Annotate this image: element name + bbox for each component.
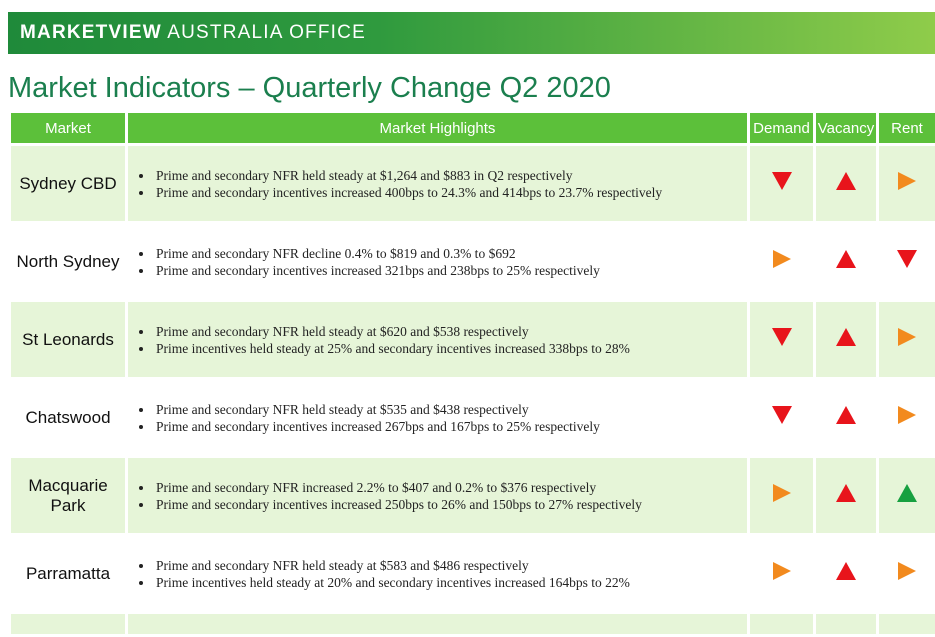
demand-indicator-cell [750,224,813,299]
demand-indicator-cell [750,536,813,611]
highlight-item: Prime and secondary incentives increased… [154,496,741,513]
highlight-item: Prime and secondary NFR held steady at $… [154,401,741,418]
rent-right-orange-arrow-icon [898,562,916,580]
highlights-list: Prime and secondary NFR increased 2.2% t… [128,479,747,513]
highlights-list: Prime and secondary NFR held steady at $… [128,401,747,435]
rent-indicator-cell [879,536,935,611]
col-header-highlights: Market Highlights [128,113,747,143]
table-row: North Sydney Prime and secondary NFR decl… [11,224,935,299]
demand-right-orange-arrow-icon [772,562,791,580]
vacancy-up-red-arrow-icon [836,328,856,346]
table-row: Chatswood Prime and secondary NFR held st… [11,380,935,455]
rent-down-red-arrow-icon [897,250,917,268]
vacancy-indicator-cell [816,380,876,455]
market-name: St Leonards [11,302,125,377]
demand-indicator-cell [750,458,813,533]
demand-right-orange-arrow-icon [772,250,791,268]
rent-right-orange-arrow-icon [898,328,916,346]
banner-brand: MARKETVIEW [20,22,162,43]
rent-up-green-arrow-icon [897,484,917,502]
market-name: Parramatta [25,563,111,583]
highlight-item: Prime incentives held steady at 25% and … [154,340,741,357]
partial-cell [11,614,125,634]
demand-down-red-arrow-icon [771,406,792,424]
highlight-item: Prime and secondary NFR decline 0.4% to … [154,245,741,262]
vacancy-indicator-cell [816,224,876,299]
demand-down-red-arrow-icon [771,172,792,190]
vacancy-up-red-arrow-icon [836,172,856,190]
market-highlights: Prime and secondary NFR held steady at $… [128,146,747,221]
rent-indicator-cell [879,146,935,221]
partial-cell [128,614,747,634]
vacancy-indicator-cell [816,302,876,377]
vacancy-up-red-arrow-icon [836,484,856,502]
partial-cell [816,614,876,634]
table-row: Sydney CBD Prime and secondary NFR held s… [11,146,935,221]
partial-cell [750,614,813,634]
vacancy-indicator-cell [816,458,876,533]
vacancy-indicator-cell [816,146,876,221]
demand-indicator-cell [750,380,813,455]
col-header-vacancy: Vacancy [816,113,876,143]
demand-indicator-cell [750,146,813,221]
highlight-item: Prime and secondary NFR held steady at $… [154,323,741,340]
highlights-list: Prime and secondary NFR held steady at $… [128,557,747,591]
market-name: Macquarie Park [11,458,125,533]
col-header-market: Market [11,113,125,143]
demand-right-orange-arrow-icon [772,484,791,502]
market-highlights: Prime and secondary NFR held steady at $… [128,302,747,377]
highlight-item: Prime and secondary incentives increased… [154,184,741,201]
highlight-item: Prime and secondary incentives increased… [154,262,741,279]
vacancy-indicator-cell [816,536,876,611]
vacancy-up-red-arrow-icon [836,406,856,424]
indicators-table: Market Market Highlights Demand Vacancy … [8,110,935,637]
market-highlights: Prime and secondary NFR increased 2.2% t… [128,458,747,533]
vacancy-up-red-arrow-icon [836,250,856,268]
highlights-list: Prime and secondary NFR held steady at $… [128,323,747,357]
banner-title: MARKETVIEW AUSTRALIA OFFICE [20,22,366,44]
table-header-row: Market Market Highlights Demand Vacancy … [11,113,935,143]
table-row: Macquarie Park Prime and secondary NFR in… [11,458,935,533]
table-body: Sydney CBD Prime and secondary NFR held s… [11,146,935,634]
table-row-partial [11,614,935,634]
demand-down-red-arrow-icon [771,328,792,346]
vacancy-up-red-arrow-icon [836,562,856,580]
rent-indicator-cell [879,458,935,533]
rent-right-orange-arrow-icon [898,172,916,190]
market-name: Chatswood [25,407,111,427]
highlight-item: Prime and secondary NFR held steady at $… [154,557,741,574]
highlights-list: Prime and secondary NFR held steady at $… [128,167,747,201]
partial-cell [879,614,935,634]
highlights-list: Prime and secondary NFR decline 0.4% to … [128,245,747,279]
market-name: North Sydney [16,251,120,271]
market-name: Sydney CBD [11,146,125,221]
highlight-item: Prime and secondary incentives increased… [154,418,741,435]
banner-subtitle: AUSTRALIA OFFICE [167,22,366,43]
demand-indicator-cell [750,302,813,377]
rent-indicator-cell [879,224,935,299]
rent-right-orange-arrow-icon [898,406,916,424]
table-row: Parramatta Prime and secondary NFR held s… [11,536,935,611]
col-header-demand: Demand [750,113,813,143]
market-highlights: Prime and secondary NFR decline 0.4% to … [128,224,747,299]
col-header-rent: Rent [879,113,935,143]
table-row: St Leonards Prime and secondary NFR held … [11,302,935,377]
highlight-item: Prime incentives held steady at 20% and … [154,574,741,591]
page-title: Market Indicators – Quarterly Change Q2 … [8,72,611,104]
rent-indicator-cell [879,302,935,377]
highlight-item: Prime and secondary NFR held steady at $… [154,167,741,184]
highlight-item: Prime and secondary NFR increased 2.2% t… [154,479,741,496]
market-highlights: Prime and secondary NFR held steady at $… [128,536,747,611]
header-banner: MARKETVIEW AUSTRALIA OFFICE [8,12,935,54]
market-highlights: Prime and secondary NFR held steady at $… [128,380,747,455]
rent-indicator-cell [879,380,935,455]
